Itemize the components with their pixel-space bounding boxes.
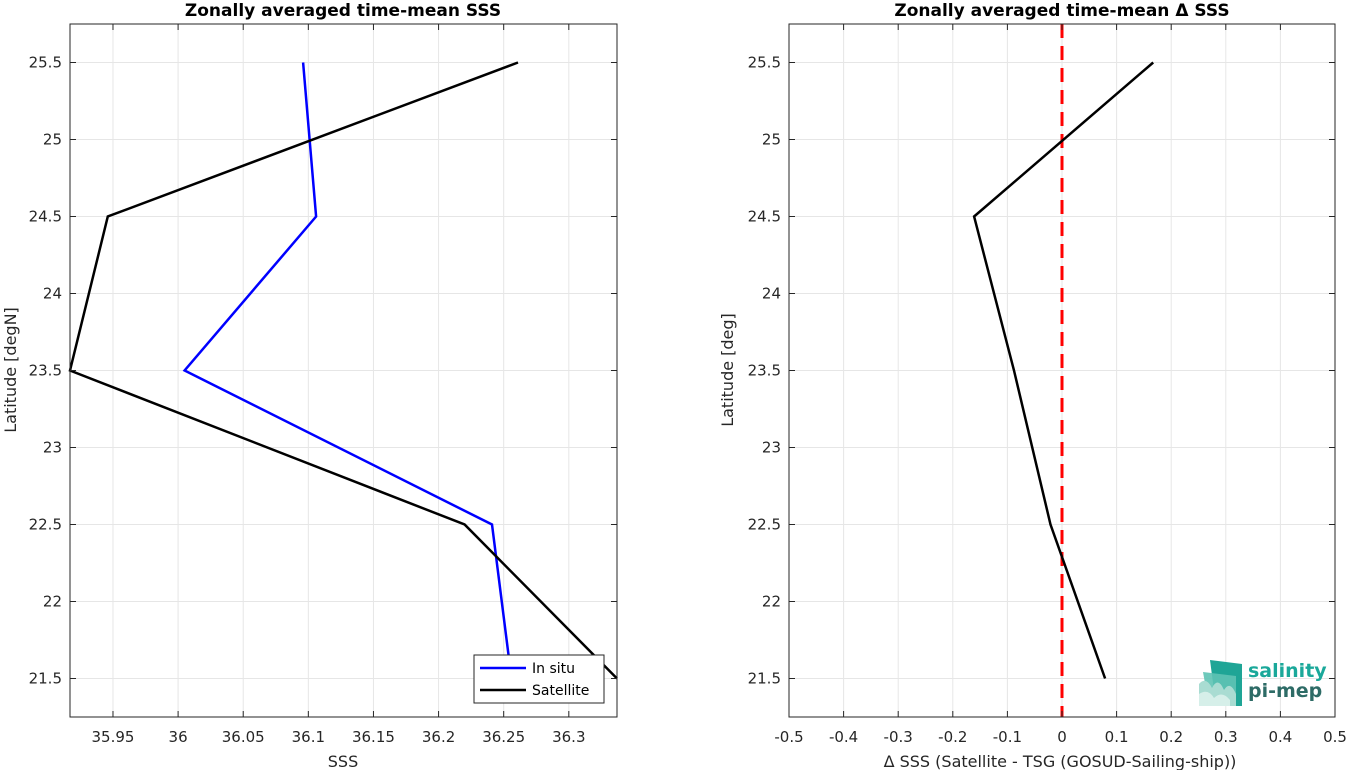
legend-label-in-situ: In situ [532, 661, 575, 677]
sss-x-tick-label: 36.15 [352, 728, 395, 746]
delta-y-tick-label: 23 [762, 439, 781, 457]
sss-y-tick-label: 21.5 [29, 670, 62, 688]
delta-x-tick-label: -0.5 [774, 728, 803, 746]
sss-y-ticks: 21.5 22 22.5 23 23.5 24 24.5 25 25.5 [29, 54, 617, 688]
sss-x-tick-label: 36.2 [422, 728, 455, 746]
delta-series [972, 24, 1155, 717]
sss-x-tick-label: 36.25 [482, 728, 525, 746]
delta-x-tick-label: -0.1 [993, 728, 1022, 746]
delta-x-axis-label: Δ SSS (Satellite - TSG (GOSUD-Sailing-sh… [884, 752, 1237, 770]
delta-y-tick-label: 25.5 [748, 54, 781, 72]
legend-label-satellite: Satellite [532, 683, 589, 699]
sss-panel: 35.95 36 36.05 36.1 36.15 36.2 36.25 36.3 21.52… [1, 1, 618, 770]
sss-line-in-situ [182, 62, 513, 679]
sss-y-tick-label: 22.5 [29, 516, 62, 534]
delta-x-tick-label: 0.3 [1214, 728, 1238, 746]
delta-x-tick-label: -0.3 [884, 728, 913, 746]
sss-y-tick-label: 25 [43, 131, 62, 149]
legend-box [473, 654, 605, 704]
delta-x-tick-label: 0.4 [1268, 728, 1292, 746]
sss-chart-title: Zonally averaged time-mean SSS [185, 1, 501, 21]
logo-wave-icon [1199, 660, 1242, 706]
sss-x-tick-label: 35.95 [92, 728, 135, 746]
logo-text-pi-mep: pi-mep [1248, 680, 1322, 702]
sss-y-tick-label: 25.5 [29, 54, 62, 72]
sss-y-tick-label: 23.5 [29, 362, 62, 380]
delta-x-tick-label: -0.4 [829, 728, 858, 746]
logo-text-salinity: salinity [1248, 660, 1327, 682]
salinity-pi-mep-logo: salinity pi-mep [1199, 660, 1327, 706]
delta-y-tick-label: 22.5 [748, 516, 781, 534]
sss-legend: In situ Satellite [473, 654, 605, 704]
delta-x-tick-label: -0.2 [938, 728, 967, 746]
delta-chart-title: Zonally averaged time-mean Δ SSS [894, 1, 1229, 21]
sss-x-ticks: 35.95 36 36.05 36.1 36.15 36.2 36.25 36.3 [92, 24, 586, 746]
delta-y-ticks: 21.5 22 22.5 23 23.5 24 24.5 25 25.5 [748, 54, 1335, 688]
delta-y-tick-label: 23.5 [748, 362, 781, 380]
delta-y-tick-label: 25 [762, 131, 781, 149]
delta-x-tick-label: 0.5 [1323, 728, 1347, 746]
delta-sss-panel: -0.5 -0.4 -0.3 -0.2 -0.1 0 0.1 0.2 0.3 0.4 0.5 21.… [718, 1, 1347, 770]
delta-x-tick-label: 0.1 [1105, 728, 1129, 746]
delta-y-axis-label: Latitude [deg] [718, 313, 737, 427]
sss-x-tick-label: 36.3 [552, 728, 585, 746]
sss-x-axis-label: SSS [328, 752, 358, 770]
sss-y-tick-label: 24.5 [29, 208, 62, 226]
sss-x-tick-label: 36 [169, 728, 188, 746]
delta-line-series-1 [972, 61, 1155, 679]
sss-grid [70, 24, 617, 717]
sss-y-axis-label: Latitude [degN] [1, 307, 20, 433]
delta-y-tick-label: 22 [762, 593, 781, 611]
delta-x-tick-label: 0.2 [1159, 728, 1183, 746]
sss-y-tick-label: 24 [43, 285, 62, 303]
sss-x-tick-label: 36.05 [222, 728, 265, 746]
sss-y-tick-label: 22 [43, 593, 62, 611]
delta-y-tick-label: 21.5 [748, 670, 781, 688]
sss-y-tick-label: 23 [43, 439, 62, 457]
sss-x-tick-label: 36.1 [292, 728, 325, 746]
delta-y-tick-label: 24 [762, 285, 781, 303]
delta-y-tick-label: 24.5 [748, 208, 781, 226]
delta-x-ticks: -0.5 -0.4 -0.3 -0.2 -0.1 0 0.1 0.2 0.3 0.4 0.5 [774, 24, 1347, 746]
delta-x-tick-label: 0 [1057, 728, 1067, 746]
